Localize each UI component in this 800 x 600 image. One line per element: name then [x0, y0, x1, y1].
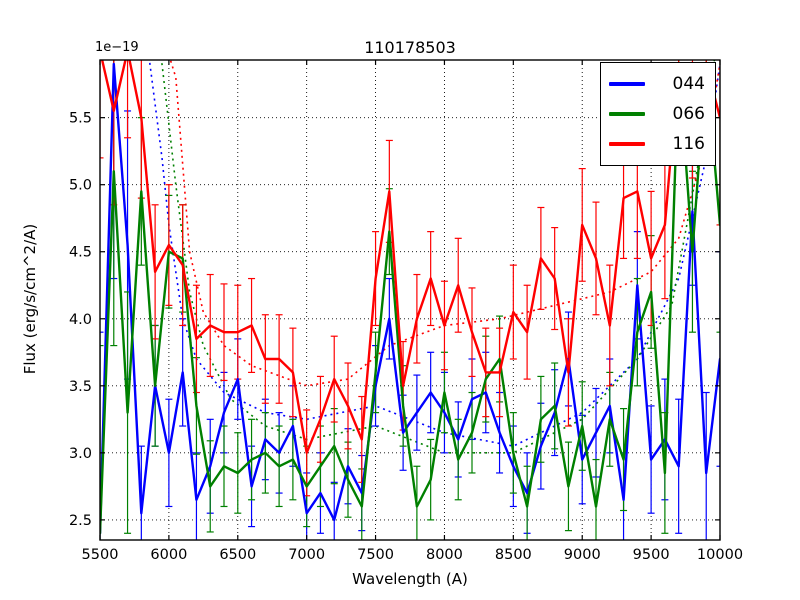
- y-tick-label: 3.5: [69, 379, 92, 395]
- legend-line-sample-green: [609, 112, 645, 116]
- spectrum-line-116: [100, 60, 720, 454]
- x-tick-label: 7500: [357, 547, 394, 563]
- legend-label: 066: [672, 103, 705, 124]
- y-tick-label: 4.5: [69, 245, 92, 261]
- x-tick-label: 10000: [697, 547, 743, 563]
- legend-line-sample-blue: [609, 82, 645, 86]
- spectrum-line-044: [100, 62, 720, 535]
- tick-marks: [99, 60, 721, 540]
- x-axis-label: Wavelength (A): [352, 570, 468, 588]
- x-tick-label: 6000: [150, 547, 187, 563]
- legend-entry-044: 044: [609, 69, 705, 99]
- legend-box: 044 066 116: [600, 62, 716, 166]
- legend-label: 044: [672, 73, 705, 94]
- legend-line-sample-red: [609, 142, 645, 146]
- legend-entry-116: 116: [609, 129, 705, 159]
- axes-frame: [99, 59, 721, 541]
- y-tick-label: 5.0: [69, 178, 92, 194]
- tick-labels: 5500 6000 6500 7000 7500 8000 8500 9000 9500 1000…: [69, 111, 743, 563]
- x-tick-label: 6500: [219, 547, 256, 563]
- x-tick-label: 9500: [633, 547, 670, 563]
- spectrum-line-066: [100, 62, 720, 535]
- y-tick-label: 3.0: [69, 446, 92, 462]
- y-axis-label: Flux (erg/s/cm^2/A): [21, 223, 39, 375]
- x-tick-label: 7000: [288, 547, 325, 563]
- x-tick-label: 8000: [426, 547, 463, 563]
- y-axis-offset-label: 1e−19: [95, 40, 139, 55]
- x-tick-label: 9000: [564, 547, 601, 563]
- dotted-line-116-noise: [169, 60, 720, 387]
- y-tick-label: 2.5: [69, 513, 92, 529]
- legend-label: 116: [672, 133, 705, 154]
- y-tick-label: 5.5: [69, 111, 92, 127]
- y-tick-label: 4.0: [69, 312, 92, 328]
- x-tick-label: 8500: [495, 547, 532, 563]
- x-tick-label: 5500: [82, 547, 119, 563]
- plot-title: 110178503: [364, 38, 456, 57]
- legend-entry-066: 066: [609, 99, 705, 129]
